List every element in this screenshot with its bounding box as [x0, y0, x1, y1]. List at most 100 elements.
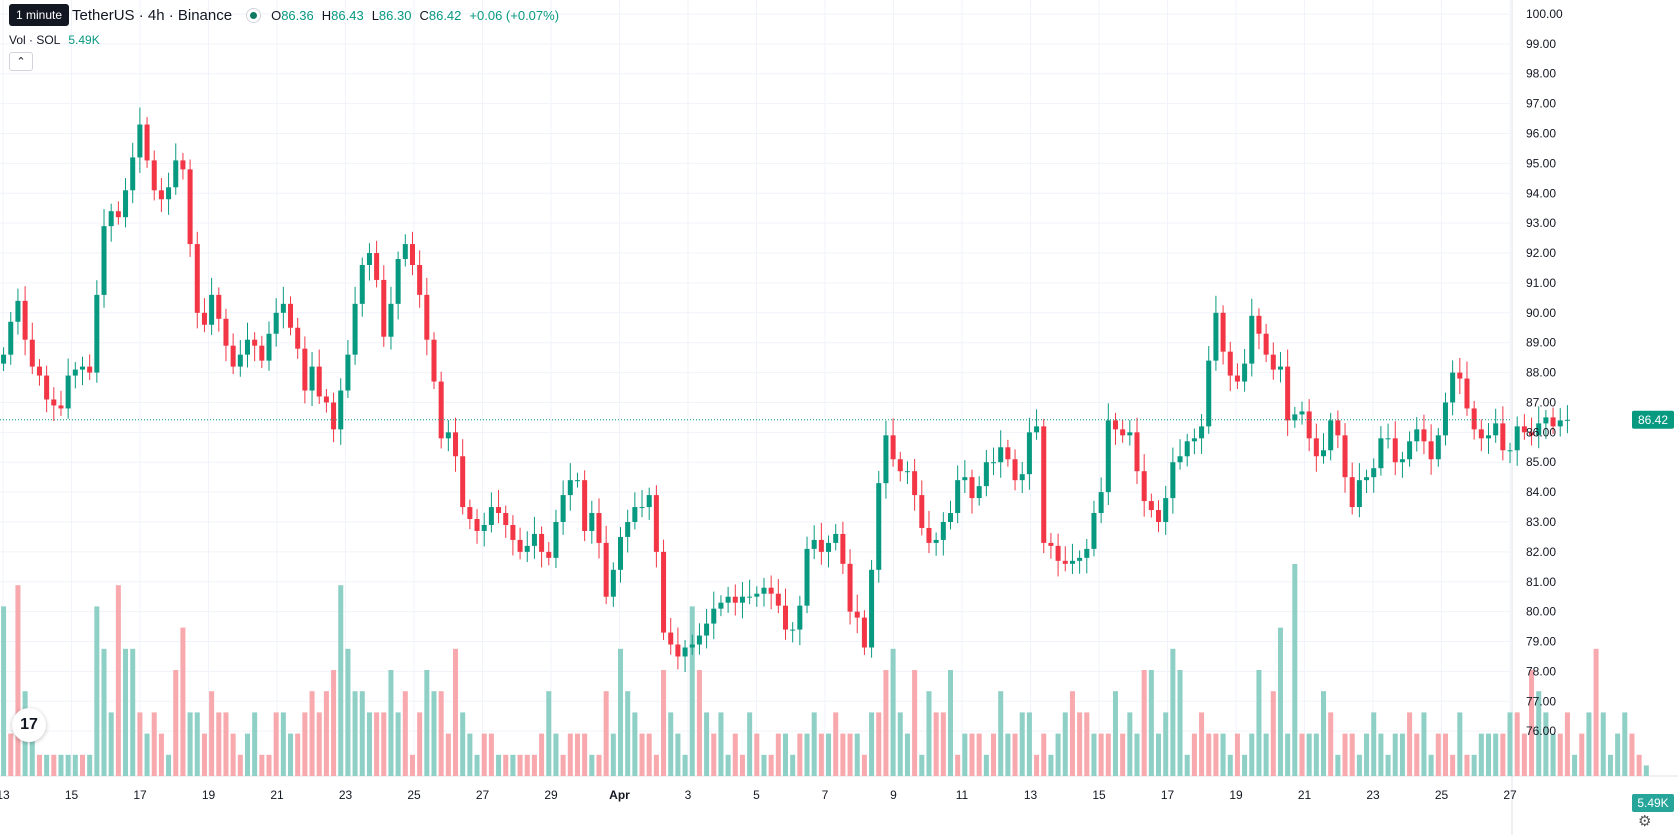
- candle: [567, 463, 573, 511]
- candle: [36, 359, 42, 386]
- volume-bar: [1579, 733, 1585, 776]
- volume-bar: [166, 754, 172, 776]
- time-tick-label: 21: [270, 788, 284, 802]
- symbol-title[interactable]: TetherUS · 4h · Binance: [72, 7, 233, 24]
- gear-icon[interactable]: ⚙: [1638, 813, 1652, 830]
- volume-bar: [1335, 754, 1341, 776]
- volume-bar: [689, 606, 695, 776]
- volume-bar: [1450, 754, 1456, 776]
- candle: [187, 159, 193, 257]
- volume-bar: [438, 691, 444, 776]
- volume-bar: [1564, 712, 1570, 776]
- candle: [919, 480, 925, 536]
- volume-bar: [668, 712, 674, 776]
- volume-bar: [704, 712, 710, 776]
- candle: [747, 579, 753, 605]
- volume-bar: [1478, 733, 1484, 776]
- candle: [22, 286, 28, 356]
- volume-bar: [1213, 733, 1219, 776]
- price-tick-label: 95.00: [1526, 156, 1556, 170]
- candle: [1134, 417, 1140, 485]
- price-tick-label: 91.00: [1526, 276, 1556, 290]
- time-axis[interactable]: 13 15 17 19 21 23 25 27 29 Apr 3 5 7 9 11 13 15 17 19 21 23 2…: [0, 788, 1517, 802]
- market-status-icon[interactable]: [246, 8, 262, 23]
- candle: [201, 298, 207, 333]
- volume-bar: [1091, 733, 1097, 776]
- candle: [1313, 423, 1319, 472]
- volume-bar: [1220, 733, 1226, 776]
- volume-bar: [316, 712, 322, 776]
- candle: [1148, 493, 1154, 518]
- volume-bar: [718, 712, 724, 776]
- volume-bar: [976, 733, 982, 776]
- candle: [1263, 323, 1269, 363]
- volume-bar: [991, 733, 997, 776]
- candle: [309, 351, 315, 407]
- tradingview-logo-icon[interactable]: 17: [12, 708, 46, 742]
- candle: [524, 531, 530, 563]
- candle: [797, 595, 803, 646]
- candle: [431, 332, 437, 390]
- time-tick-label: 15: [1092, 788, 1106, 802]
- volume-legend[interactable]: Vol · SOL 5.49K: [9, 33, 100, 47]
- volume-bar: [782, 733, 789, 776]
- symbol-row[interactable]: TetherUS · 4h · Binance O86.36 H86.43 L8…: [72, 7, 559, 24]
- time-tick-label: 17: [133, 788, 147, 802]
- candle: [897, 451, 903, 482]
- volume-bar: [1069, 691, 1075, 776]
- candle: [130, 142, 136, 204]
- volume-bar: [1077, 712, 1083, 776]
- candle: [366, 243, 372, 281]
- candle: [1399, 451, 1405, 478]
- candle: [589, 500, 595, 544]
- volume-bar: [1206, 733, 1212, 776]
- ohlc-values: O86.36 H86.43 L86.30 C86.42 +0.06 (+0.07…: [271, 8, 560, 23]
- candle: [1163, 485, 1169, 535]
- candle: [44, 365, 50, 413]
- volume-bar: [625, 691, 631, 776]
- candle: [438, 371, 444, 449]
- price-tick-label: 87.00: [1526, 395, 1556, 409]
- volume-bar: [29, 733, 35, 776]
- candle: [1521, 414, 1527, 440]
- candle: [1227, 341, 1233, 392]
- volume-bar: [1428, 754, 1434, 776]
- volume-bar: [151, 712, 157, 776]
- volume-bar: [216, 712, 222, 776]
- candle: [474, 509, 480, 544]
- time-tick-label: 3: [685, 788, 692, 802]
- time-tick-label: 13: [0, 788, 10, 802]
- volume-bar: [1184, 754, 1190, 776]
- volume-bar: [1141, 670, 1147, 776]
- volume-bar: [1471, 754, 1477, 776]
- candle: [323, 389, 329, 413]
- chevron-up-icon[interactable]: ⌃: [9, 52, 33, 71]
- price-tick-label: 84.00: [1526, 485, 1556, 499]
- candle: [1428, 424, 1434, 475]
- volume-bar: [553, 733, 559, 776]
- candle: [244, 322, 250, 368]
- candle: [388, 286, 394, 350]
- volume-bar: [230, 733, 236, 776]
- candle: [180, 152, 186, 180]
- price-axis[interactable]: 76.00 77.00 78.00 79.00 80.00 81.00 82.00 83.00…: [1526, 7, 1563, 738]
- candle: [883, 420, 889, 499]
- high-value: 86.43: [331, 8, 364, 23]
- volume-bar: [833, 712, 839, 776]
- candle: [101, 209, 107, 308]
- volume-bar: [854, 733, 860, 776]
- volume-bar: [711, 733, 717, 776]
- volume-bar: [768, 754, 774, 776]
- volume-bar: [1199, 712, 1205, 776]
- volume-bar: [158, 733, 164, 776]
- volume-bar: [1615, 733, 1621, 776]
- candle: [1249, 298, 1255, 377]
- volume-bar: [431, 691, 437, 776]
- candle: [782, 588, 789, 640]
- volume-bar: [524, 754, 530, 776]
- candle: [288, 296, 294, 336]
- volume-bar: [115, 585, 121, 776]
- volume-bar: [1270, 691, 1276, 776]
- price-tick-label: 88.00: [1526, 366, 1556, 380]
